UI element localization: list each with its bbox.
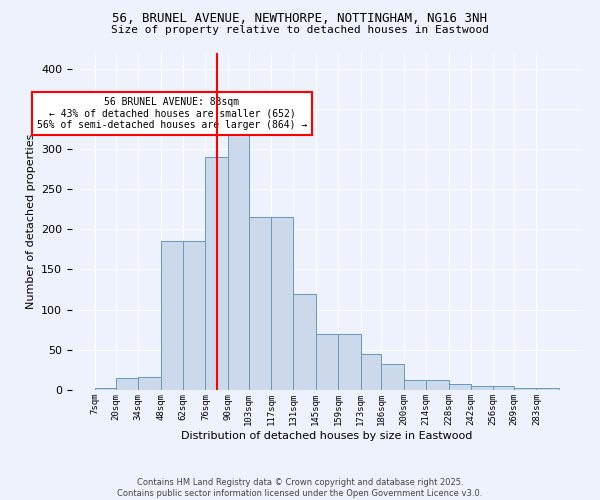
Bar: [361, 354, 382, 390]
Bar: [139, 377, 161, 390]
Bar: [116, 378, 139, 390]
Bar: [471, 386, 493, 390]
Bar: [271, 217, 293, 390]
Bar: [404, 380, 426, 390]
Text: 56, BRUNEL AVENUE, NEWTHORPE, NOTTINGHAM, NG16 3NH: 56, BRUNEL AVENUE, NEWTHORPE, NOTTINGHAM…: [113, 12, 487, 26]
Bar: [183, 242, 205, 390]
Text: Size of property relative to detached houses in Eastwood: Size of property relative to detached ho…: [111, 25, 489, 35]
Bar: [493, 386, 514, 390]
Bar: [293, 294, 316, 390]
Bar: [316, 334, 338, 390]
Bar: [95, 388, 116, 390]
Bar: [536, 388, 559, 390]
Bar: [382, 364, 404, 390]
Bar: [205, 157, 228, 390]
Bar: [248, 217, 271, 390]
Bar: [449, 384, 471, 390]
Bar: [161, 242, 183, 390]
Text: 56 BRUNEL AVENUE: 83sqm
← 43% of detached houses are smaller (652)
56% of semi-d: 56 BRUNEL AVENUE: 83sqm ← 43% of detache…: [37, 96, 307, 130]
Y-axis label: Number of detached properties: Number of detached properties: [26, 134, 35, 309]
Text: Contains HM Land Registry data © Crown copyright and database right 2025.
Contai: Contains HM Land Registry data © Crown c…: [118, 478, 482, 498]
Bar: [514, 388, 536, 390]
X-axis label: Distribution of detached houses by size in Eastwood: Distribution of detached houses by size …: [181, 430, 473, 440]
Bar: [426, 380, 449, 390]
Bar: [228, 131, 248, 390]
Bar: [338, 334, 361, 390]
